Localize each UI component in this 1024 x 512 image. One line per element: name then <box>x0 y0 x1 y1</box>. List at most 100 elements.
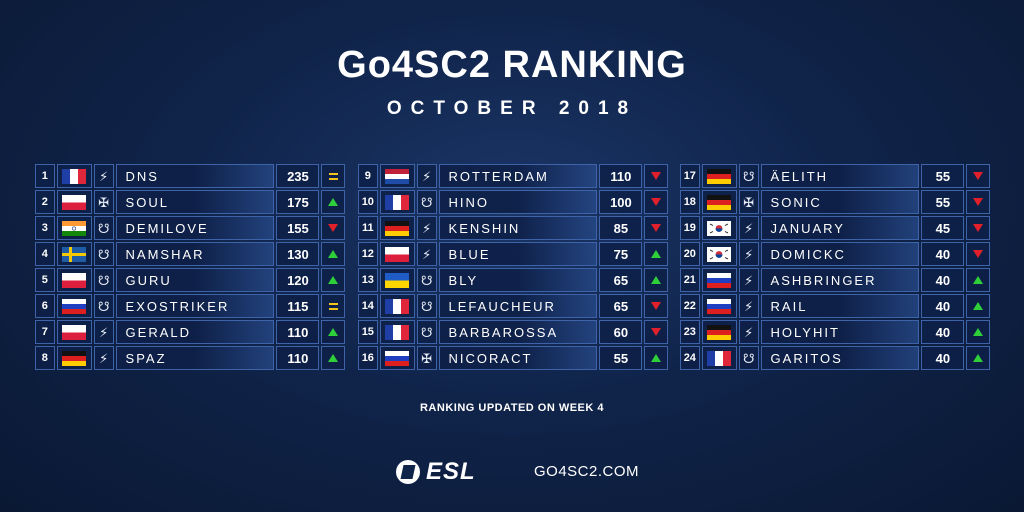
ranking-row: 12 ⚡ BLUE 75 <box>358 242 668 266</box>
change-cell <box>321 346 345 370</box>
race-cell: ⚡ <box>416 216 437 240</box>
ranking-row: 22 ⚡ RAIL 40 <box>680 294 990 318</box>
player-points: 45 <box>921 216 965 240</box>
rank-cell: 7 <box>35 320 55 344</box>
rank-cell: 2 <box>35 190 55 214</box>
rank-cell: 1 <box>35 164 55 188</box>
change-cell <box>321 216 345 240</box>
ranking-column-3: 17 ☋ ÄELITH 55 18 ✠ SONIC 55 19 ⚡ JANUARY 45 20 ⚡ DOMI… <box>680 164 990 372</box>
ranking-row: 16 ✠ NICORACT 55 <box>358 346 668 370</box>
flag-cell <box>701 242 737 266</box>
flag-cell <box>701 320 737 344</box>
zerg-race-icon: ☋ <box>420 298 433 314</box>
protoss-race-icon: ⚡ <box>744 272 754 288</box>
player-points: 130 <box>276 242 320 266</box>
rank-cell: 14 <box>358 294 378 318</box>
flag-cell <box>701 346 737 370</box>
flag-de-icon <box>707 168 732 184</box>
change-cell <box>966 216 990 240</box>
flag-cell <box>56 294 92 318</box>
flag-ua-icon <box>385 272 410 288</box>
arrow-down-icon <box>973 250 984 258</box>
arrow-up-icon <box>328 328 339 336</box>
flag-fr-icon <box>385 194 410 210</box>
arrow-up-icon <box>973 354 984 362</box>
player-name: DEMILOVE <box>115 216 275 240</box>
change-cell <box>321 190 345 214</box>
player-name: ASHBRINGER <box>760 268 920 292</box>
change-cell <box>321 294 345 318</box>
flag-ru-icon <box>385 350 410 366</box>
change-cell <box>644 346 668 370</box>
zerg-race-icon: ☋ <box>97 298 110 314</box>
ranking-row: 3 ☋ DEMILOVE 155 <box>35 216 345 240</box>
player-points: 65 <box>599 268 643 292</box>
flag-kr-icon <box>707 246 732 262</box>
ranking-row: 7 ⚡ GERALD 110 <box>35 320 345 344</box>
change-cell <box>966 294 990 318</box>
arrow-up-icon <box>973 302 984 310</box>
arrow-down-icon <box>651 328 662 336</box>
player-name: BARBAROSSA <box>438 320 598 344</box>
ranking-row: 18 ✠ SONIC 55 <box>680 190 990 214</box>
race-cell: ☋ <box>93 294 114 318</box>
player-name: HINO <box>438 190 598 214</box>
race-cell: ⚡ <box>93 164 114 188</box>
flag-kr-icon <box>707 220 732 236</box>
zerg-race-icon: ☋ <box>420 324 433 340</box>
ranking-row: 8 ⚡ SPAZ 110 <box>35 346 345 370</box>
race-cell: ⚡ <box>93 320 114 344</box>
protoss-race-icon: ⚡ <box>744 324 754 340</box>
rank-cell: 12 <box>358 242 378 266</box>
rank-cell: 23 <box>680 320 700 344</box>
player-points: 40 <box>921 294 965 318</box>
flag-ru-icon <box>707 298 732 314</box>
player-name: DOMICKC <box>760 242 920 266</box>
player-points: 100 <box>599 190 643 214</box>
page-subtitle: OCTOBER 2018 <box>386 98 638 119</box>
arrow-up-icon <box>328 198 339 206</box>
page-title: Go4SC2 RANKING <box>337 44 687 86</box>
change-cell <box>966 268 990 292</box>
player-points: 40 <box>921 268 965 292</box>
race-cell: ⚡ <box>738 294 759 318</box>
rank-cell: 20 <box>680 242 700 266</box>
race-cell: ⚡ <box>93 346 114 370</box>
ranking-row: 21 ⚡ ASHBRINGER 40 <box>680 268 990 292</box>
flag-in-icon <box>62 220 87 236</box>
race-cell: ☋ <box>416 268 437 292</box>
race-cell: ☋ <box>93 216 114 240</box>
esl-logo: ESL <box>396 458 476 486</box>
player-name: GARITOS <box>760 346 920 370</box>
change-cell <box>966 346 990 370</box>
rank-cell: 15 <box>358 320 378 344</box>
ranking-row: 17 ☋ ÄELITH 55 <box>680 164 990 188</box>
race-cell: ⚡ <box>416 164 437 188</box>
flag-cell <box>379 190 415 214</box>
flag-cell <box>56 242 92 266</box>
flag-cell <box>56 268 92 292</box>
change-cell <box>644 294 668 318</box>
ranking-updated-note: RANKING UPDATED ON WEEK 4 <box>419 402 605 414</box>
ranking-row: 9 ⚡ ROTTERDAM 110 <box>358 164 668 188</box>
race-cell: ✠ <box>738 190 759 214</box>
protoss-race-icon: ⚡ <box>99 324 109 340</box>
race-cell: ☋ <box>416 320 437 344</box>
change-cell <box>644 216 668 240</box>
player-name: SONIC <box>760 190 920 214</box>
flag-de-icon <box>707 324 732 340</box>
player-points: 235 <box>276 164 320 188</box>
zerg-race-icon: ☋ <box>97 220 110 236</box>
ranking-column-1: 1 ⚡ DNS 235 2 ✠ SOUL 175 3 ☋ DEMILOVE 155 4 ☋ NAMSHAR 1… <box>35 164 345 372</box>
arrow-up-icon <box>651 354 662 362</box>
flag-cell <box>701 216 737 240</box>
player-points: 110 <box>599 164 643 188</box>
change-cell <box>321 268 345 292</box>
zerg-race-icon: ☋ <box>420 194 433 210</box>
arrow-down-icon <box>328 224 339 232</box>
race-cell: ☋ <box>416 190 437 214</box>
ranking-row: 20 ⚡ DOMICKC 40 <box>680 242 990 266</box>
ranking-row: 23 ⚡ HOLYHIT 40 <box>680 320 990 344</box>
arrow-down-icon <box>651 302 662 310</box>
protoss-race-icon: ⚡ <box>744 220 754 236</box>
